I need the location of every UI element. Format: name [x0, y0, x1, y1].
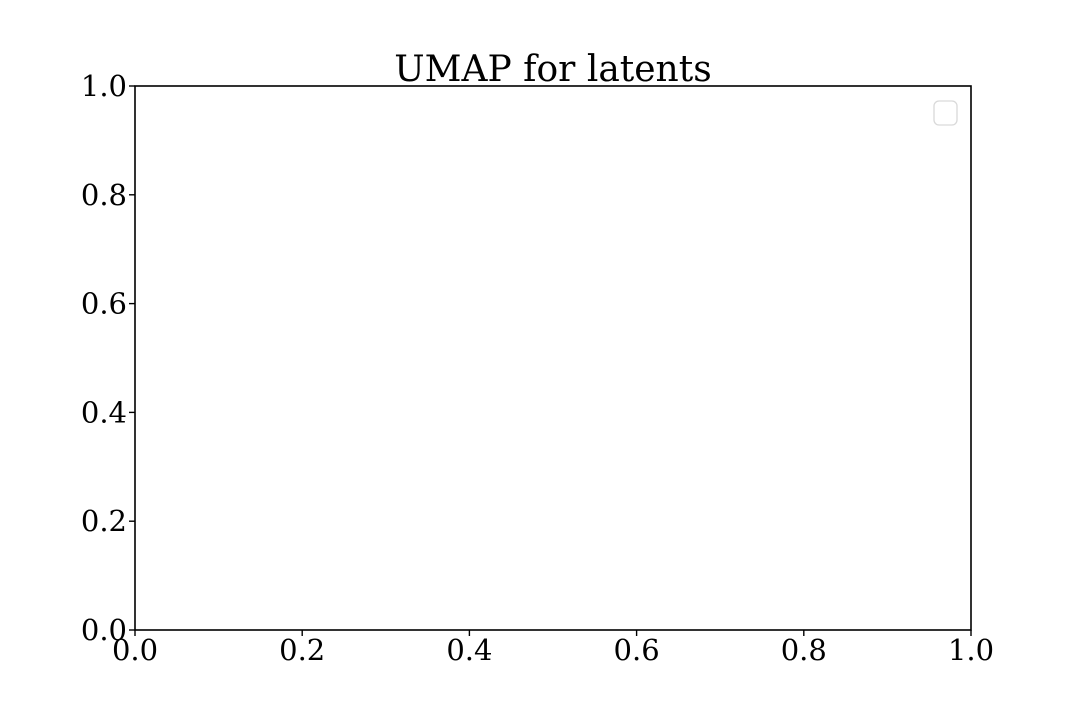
- legend-box: [933, 100, 958, 126]
- y-tick-label: 0.0: [81, 613, 127, 647]
- x-axis-ticks: 0.0 0.2 0.4 0.6 0.8 1.0: [112, 630, 994, 667]
- x-tick-label: 0.8: [781, 633, 827, 667]
- plot-area: [134, 85, 972, 631]
- y-tick-label: 0.8: [81, 178, 127, 212]
- y-tick-label: 1.0: [81, 69, 127, 103]
- chart-title: UMAP for latents: [394, 49, 711, 90]
- x-tick-label: 0.6: [614, 633, 660, 667]
- x-tick-label: 1.0: [948, 633, 994, 667]
- x-tick-label: 0.0: [112, 633, 158, 667]
- y-tick-label: 0.2: [81, 504, 127, 538]
- x-tick-label: 0.2: [279, 633, 325, 667]
- y-axis-ticks: 0.0 0.2 0.4 0.6 0.8 1.0: [81, 69, 135, 647]
- y-tick-label: 0.4: [81, 395, 127, 429]
- y-tick-label: 0.6: [81, 287, 127, 321]
- x-tick-label: 0.4: [446, 633, 492, 667]
